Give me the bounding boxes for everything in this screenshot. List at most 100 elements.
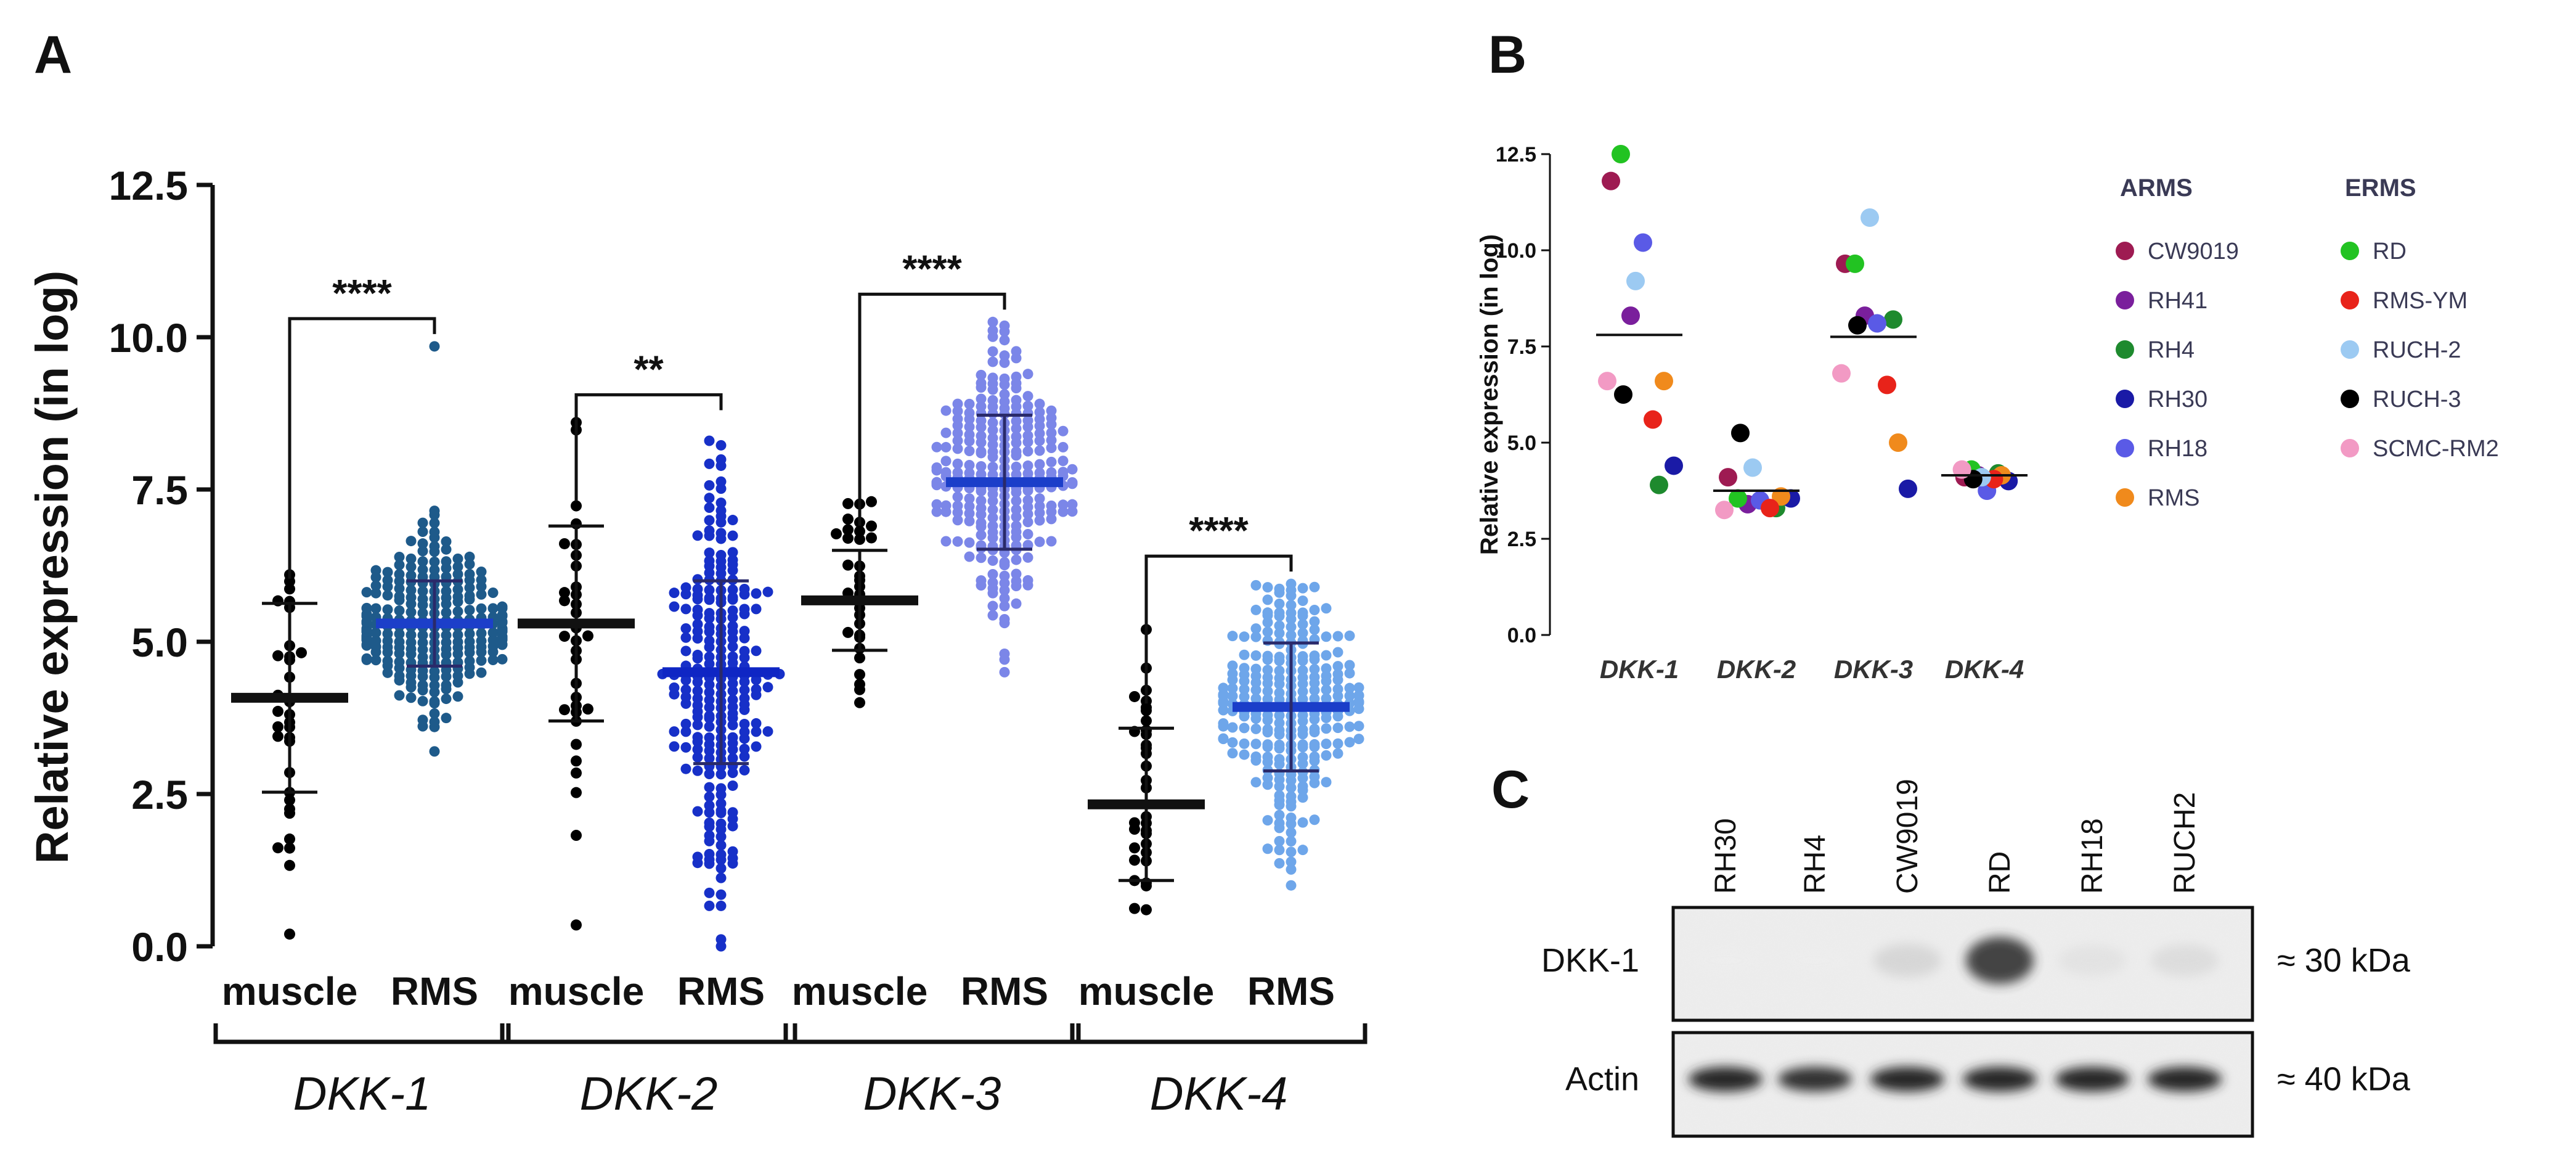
data-point <box>680 604 691 615</box>
data-point <box>727 592 738 603</box>
data-point <box>739 693 750 704</box>
data-point <box>987 395 998 406</box>
data-point <box>1274 809 1285 821</box>
data-point <box>571 767 582 779</box>
data-point <box>394 605 405 616</box>
data-point <box>476 603 487 614</box>
data-point-ruch-2 <box>1626 271 1645 290</box>
data-point <box>964 429 975 440</box>
data-point <box>1344 668 1355 679</box>
data-point <box>1274 718 1285 729</box>
data-point <box>987 346 998 357</box>
data-point <box>452 691 463 702</box>
data-point <box>1262 594 1273 605</box>
data-point <box>727 780 738 791</box>
data-point-ruch-2 <box>1861 208 1879 227</box>
data-point <box>1274 583 1285 594</box>
data-point <box>831 528 842 539</box>
data-point <box>429 564 440 575</box>
data-point <box>1227 722 1238 733</box>
legend-swatch <box>2341 390 2359 408</box>
blot-row-actin: Actin ≈ 40 kDa <box>1565 1031 2411 1138</box>
panel-b-y-tick-label: 0.0 <box>1507 624 1536 647</box>
data-point <box>1250 751 1262 762</box>
blot-size-label: ≈ 40 kDa <box>2277 1061 2411 1098</box>
blot-lane-label: RD <box>1984 851 2016 894</box>
data-point <box>1332 647 1343 658</box>
data-point <box>669 588 680 599</box>
data-point <box>1344 630 1355 641</box>
data-point <box>999 584 1010 596</box>
panel-a-series-label: muscle <box>222 969 358 1013</box>
blot-band <box>2058 945 2126 977</box>
data-point <box>931 477 942 488</box>
data-point <box>999 350 1010 361</box>
data-point <box>842 498 854 509</box>
data-point <box>940 536 952 547</box>
legend-swatch <box>2341 439 2359 457</box>
data-point <box>1274 754 1285 765</box>
data-point <box>704 830 715 841</box>
data-point <box>1344 690 1355 702</box>
blot-band <box>2148 1067 2222 1092</box>
data-point <box>999 396 1010 407</box>
data-point <box>417 637 428 648</box>
data-point <box>715 454 727 465</box>
data-point <box>704 621 715 633</box>
data-point <box>464 636 475 647</box>
data-point <box>1286 607 1297 618</box>
panel-a-series-label: RMS <box>391 969 478 1013</box>
data-point <box>1227 690 1238 702</box>
data-point <box>487 627 499 638</box>
data-point-cw9019 <box>1602 171 1620 190</box>
panel-b-chart: 0.0 2.5 5.0 7.5 10.0 12.5 Relative expression… <box>1476 143 2499 684</box>
group-bracket <box>783 1023 1081 1044</box>
data-point <box>1046 443 1057 454</box>
data-point <box>751 726 762 737</box>
data-point-rh41 <box>1621 306 1640 326</box>
panel-a-y-axis: 0.0 2.5 5.0 7.5 10.0 12.5 <box>109 163 215 970</box>
blot-band <box>2151 944 2219 977</box>
data-point <box>417 679 428 690</box>
data-point <box>739 764 750 776</box>
data-point <box>429 696 440 707</box>
data-point <box>987 462 998 473</box>
data-point <box>429 716 440 727</box>
data-point <box>704 702 715 713</box>
data-point <box>1022 369 1033 380</box>
data-point-rms-ym <box>1644 410 1662 429</box>
series-dkk-3-muscle <box>801 496 918 708</box>
data-point <box>964 460 975 471</box>
data-point <box>1011 568 1022 579</box>
data-point <box>704 584 715 596</box>
data-point <box>1250 579 1262 591</box>
data-point <box>1321 693 1332 704</box>
data-point <box>1297 595 1308 606</box>
data-point <box>987 577 998 588</box>
data-point <box>1274 673 1285 684</box>
data-point <box>1011 520 1022 531</box>
panel-a-series-label: muscle <box>792 969 928 1013</box>
data-point <box>1011 511 1022 522</box>
data-point <box>704 555 715 567</box>
data-point <box>417 665 428 676</box>
group-label: DKK-1 <box>293 1068 431 1120</box>
data-point <box>1218 733 1229 744</box>
data-point <box>1297 651 1308 662</box>
data-point-ruch-3 <box>1848 316 1867 335</box>
data-point <box>964 501 975 512</box>
data-point <box>976 502 987 514</box>
data-point <box>1286 600 1297 611</box>
data-point <box>999 320 1010 331</box>
data-point <box>1297 780 1308 792</box>
data-point <box>582 630 593 642</box>
data-point <box>1332 661 1343 672</box>
legend-swatch <box>2116 439 2134 457</box>
data-point <box>999 648 1010 659</box>
data-point <box>1286 578 1297 589</box>
data-point <box>394 670 405 681</box>
data-point <box>751 684 762 695</box>
data-point <box>1309 605 1320 616</box>
data-point <box>296 647 307 658</box>
data-point <box>692 604 703 615</box>
